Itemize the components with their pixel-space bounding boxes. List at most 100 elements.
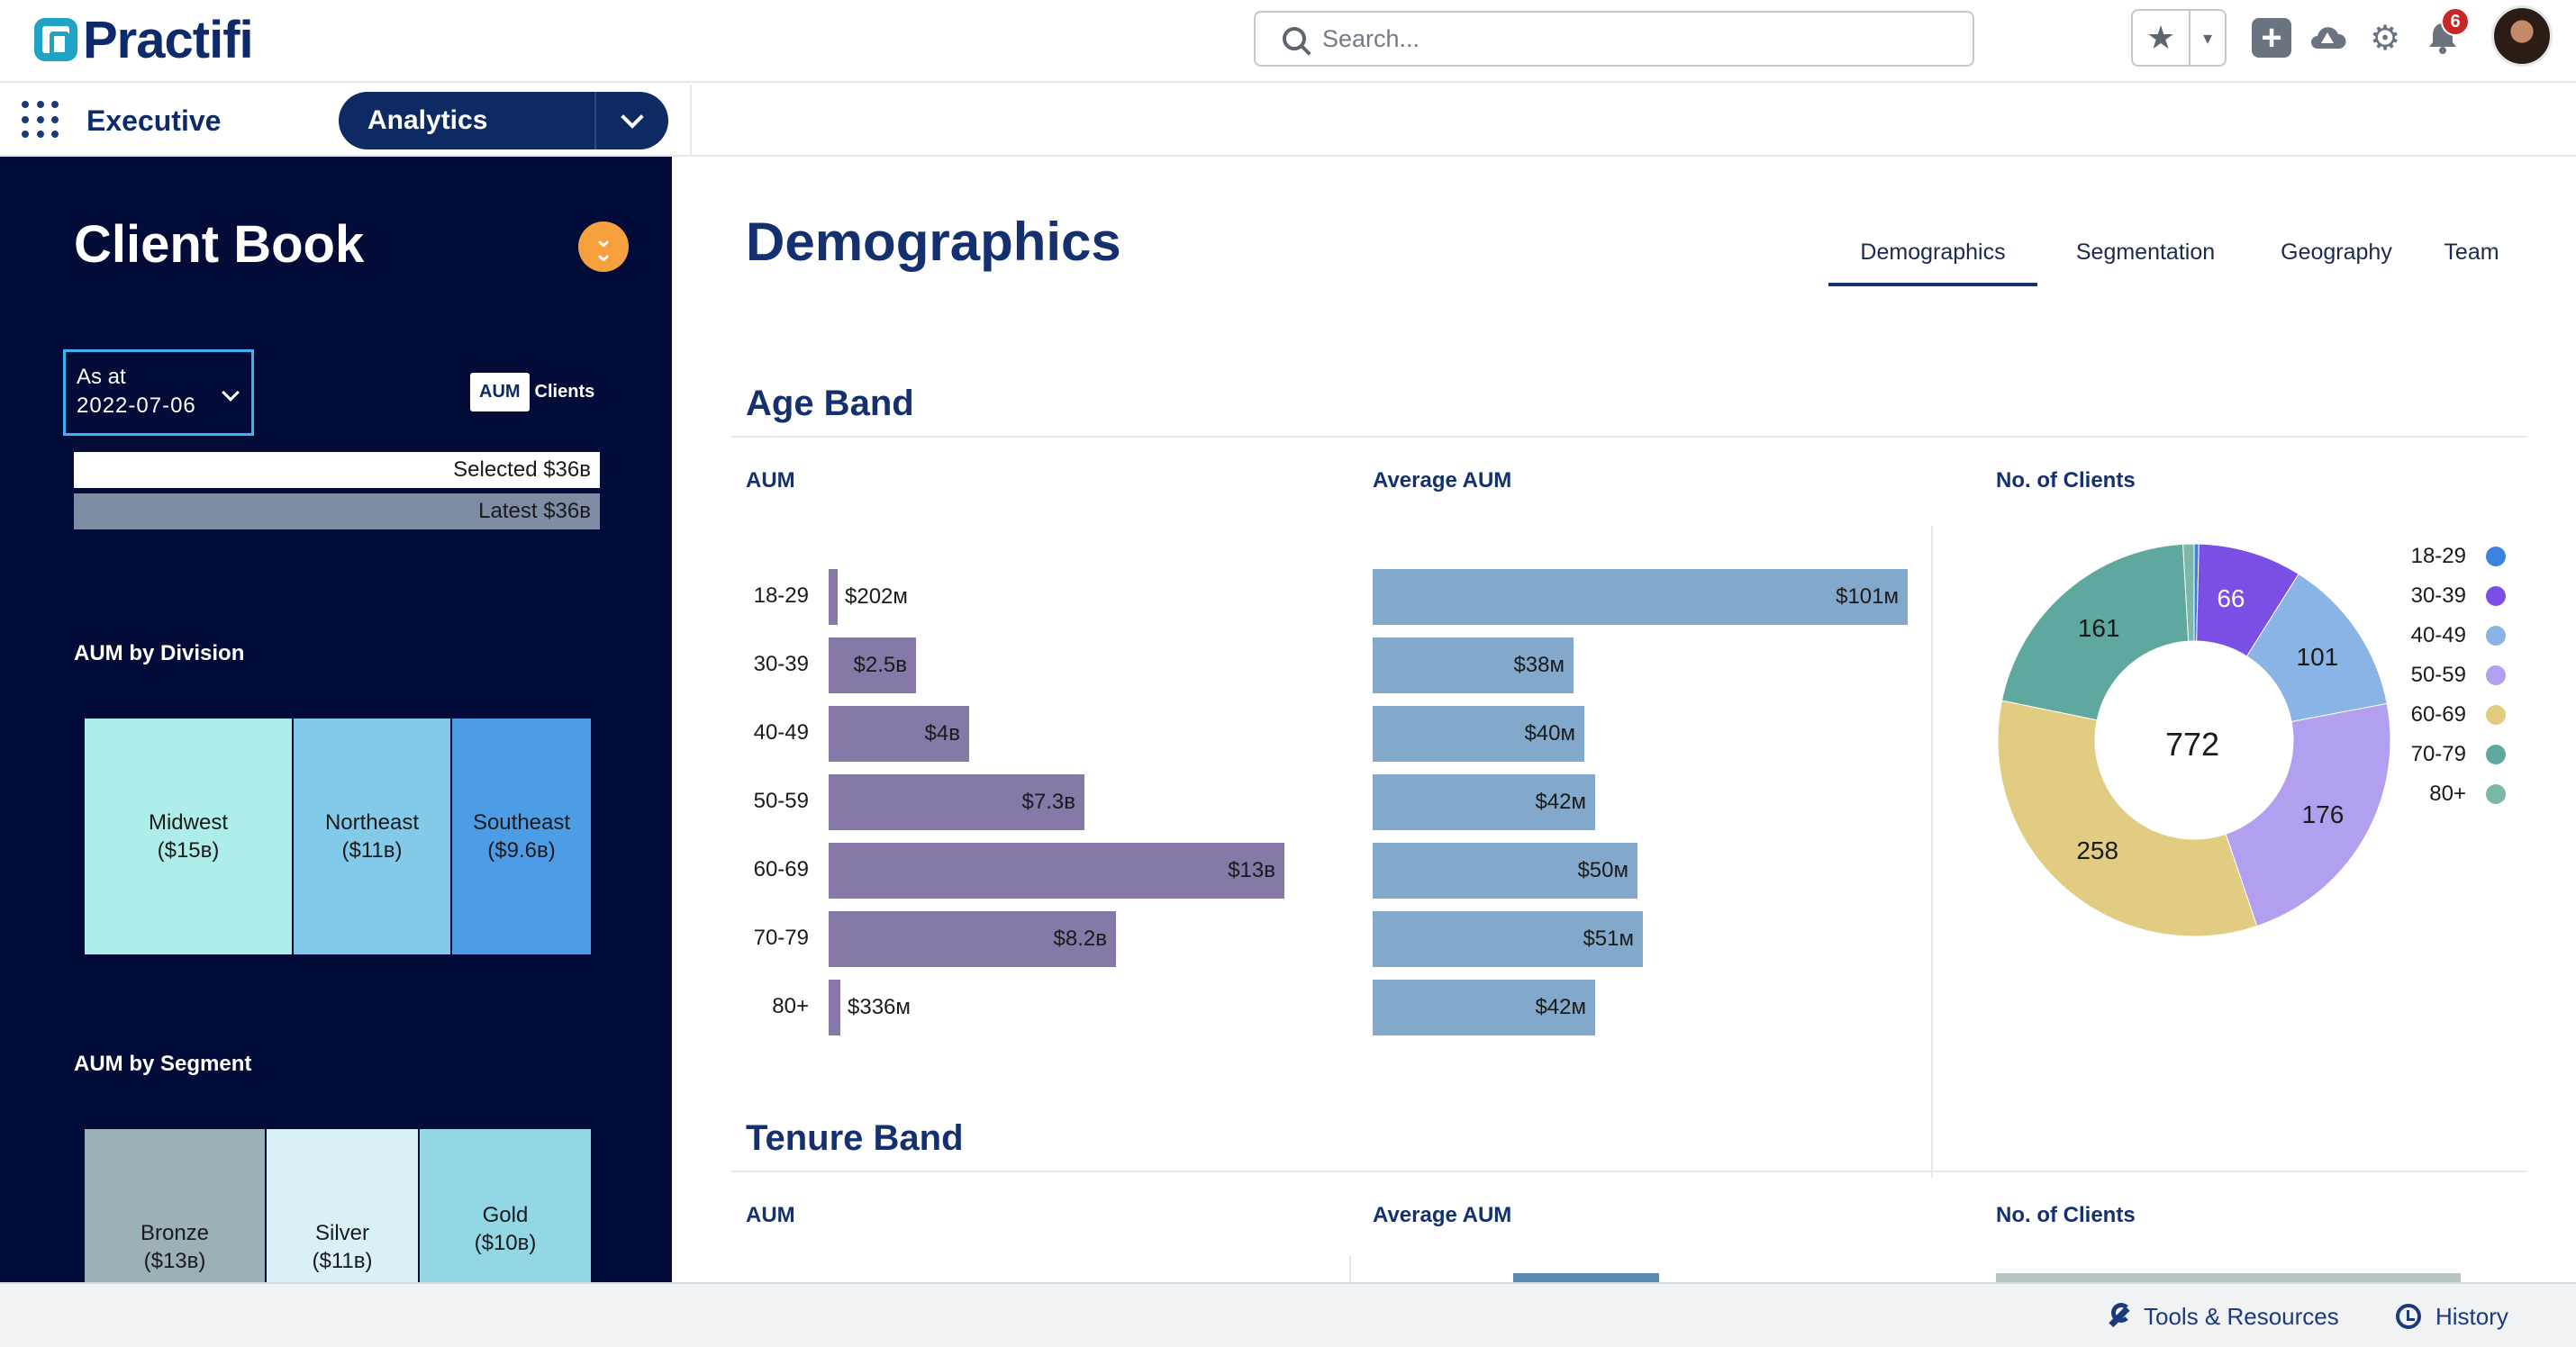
history-button[interactable]: History bbox=[2396, 1284, 2508, 1347]
legend-item[interactable]: 70-79 bbox=[2410, 742, 2506, 767]
cloud-icon[interactable] bbox=[2308, 18, 2347, 58]
user-avatar[interactable] bbox=[2491, 5, 2553, 67]
segment-tile-bronze[interactable]: Bronze ($13ʙ) bbox=[85, 1129, 267, 1282]
average-aum-bar[interactable] bbox=[1373, 774, 1595, 830]
tile-value: ($11ʙ) bbox=[312, 1248, 373, 1273]
age-band-label: 60-69 bbox=[753, 857, 809, 881]
tools-resources-button[interactable]: Tools & Resources bbox=[2104, 1284, 2339, 1347]
aum-column-label: AUM bbox=[746, 468, 795, 493]
nav-current-view[interactable]: Analytics bbox=[367, 105, 488, 135]
aum-bar[interactable] bbox=[829, 980, 840, 1035]
donut-slice-label: 176 bbox=[2301, 800, 2345, 828]
segment-tile-silver[interactable]: Silver ($11ʙ) bbox=[267, 1129, 420, 1282]
tile-label: Midwest bbox=[148, 809, 229, 835]
aum-bar[interactable] bbox=[829, 706, 969, 762]
average-aum-bar[interactable] bbox=[1373, 569, 1908, 625]
aum-bar[interactable] bbox=[829, 637, 916, 693]
logo-text: Practifi bbox=[83, 10, 254, 69]
aum-bar[interactable] bbox=[829, 843, 1284, 899]
app-launcher-icon[interactable] bbox=[22, 101, 59, 139]
legend-label: 30-39 bbox=[2410, 583, 2466, 608]
tenure-average-aum-column-label: Average AUM bbox=[1373, 1203, 1512, 1227]
section-divider bbox=[731, 1171, 2527, 1172]
chevron-down-icon[interactable] bbox=[596, 105, 668, 129]
sidebar-title: Client Book bbox=[74, 215, 365, 274]
legend-item[interactable]: 40-49 bbox=[2410, 623, 2506, 648]
tile-value: ($15ʙ) bbox=[157, 838, 220, 863]
legend-item[interactable]: 60-69 bbox=[2410, 702, 2506, 728]
donut-slice-label: 258 bbox=[2076, 836, 2119, 864]
collapse-icon[interactable]: ⌄ ⌄ bbox=[578, 221, 629, 272]
toggle-aum[interactable]: AUM bbox=[470, 373, 530, 411]
aum-bar[interactable] bbox=[829, 569, 838, 625]
division-tile-northeast[interactable]: Northeast ($11ʙ) bbox=[294, 719, 452, 954]
legend-label: 50-59 bbox=[2410, 663, 2466, 687]
donut-slice-50-59[interactable] bbox=[2225, 702, 2391, 927]
average-aum-bar-value: $42ᴍ bbox=[1535, 790, 1586, 814]
donut-slice-80+[interactable] bbox=[2182, 543, 2195, 642]
tile-label: Southeast bbox=[472, 809, 571, 835]
legend-swatch bbox=[2486, 665, 2506, 685]
section-divider bbox=[731, 436, 2527, 438]
tile-label: Silver bbox=[314, 1220, 369, 1245]
app-name: Executive bbox=[86, 104, 222, 137]
tab-geography[interactable]: Geography bbox=[2281, 240, 2392, 265]
tab-team[interactable]: Team bbox=[2444, 240, 2499, 265]
age-band-label: 40-49 bbox=[753, 720, 809, 745]
age-band-label: 18-29 bbox=[753, 583, 809, 608]
favorites-menu-button[interactable]: ▾ bbox=[2202, 28, 2213, 49]
legend-item[interactable]: 18-29 bbox=[2410, 544, 2506, 569]
average-aum-bar[interactable] bbox=[1373, 637, 1574, 693]
search-placeholder: Search... bbox=[1322, 24, 1420, 52]
tile-value: ($10ʙ) bbox=[474, 1230, 537, 1255]
cloud-glyph bbox=[2311, 27, 2346, 49]
average-aum-bar[interactable] bbox=[1373, 911, 1643, 967]
age-band-label: 50-59 bbox=[753, 789, 809, 813]
tile-label: Gold bbox=[482, 1202, 529, 1227]
legend-swatch bbox=[2486, 547, 2506, 566]
aum-by-division-title: AUM by Division bbox=[74, 641, 245, 665]
average-aum-bar[interactable] bbox=[1373, 706, 1584, 762]
tools-label: Tools & Resources bbox=[2144, 1302, 2339, 1330]
donut-slice-60-69[interactable] bbox=[1997, 700, 2258, 937]
aum-bar-value: $202ᴍ bbox=[845, 584, 908, 609]
practifi-logo[interactable]: Practifi bbox=[34, 10, 254, 69]
analytics-nav-menu[interactable]: Analytics bbox=[339, 92, 668, 149]
search-icon bbox=[1283, 27, 1306, 50]
segment-tile-gold[interactable]: Gold ($10ʙ) bbox=[420, 1129, 591, 1282]
legend-item[interactable]: 50-59 bbox=[2410, 663, 2506, 688]
age-band-title: Age Band bbox=[746, 384, 914, 423]
aum-bar[interactable] bbox=[829, 911, 1116, 967]
as-at-date: 2022-07-06 bbox=[77, 393, 196, 418]
latest-aum-bar: Latest $36ʙ bbox=[74, 493, 600, 529]
average-aum-bar-value: $38ᴍ bbox=[1513, 653, 1565, 677]
tile-value: ($13ʙ) bbox=[143, 1248, 206, 1273]
selected-aum-bar: Selected $36ʙ bbox=[74, 452, 600, 488]
average-aum-bar[interactable] bbox=[1373, 843, 1637, 899]
donut-slice-70-79[interactable] bbox=[2000, 543, 2190, 721]
toggle-clients[interactable]: Clients bbox=[534, 382, 595, 402]
legend-swatch bbox=[2486, 586, 2506, 606]
aum-by-segment-title: AUM by Segment bbox=[74, 1052, 252, 1076]
page-title: Demographics bbox=[746, 212, 1121, 272]
search-input[interactable]: Search... bbox=[1254, 11, 1974, 67]
legend-item[interactable]: 30-39 bbox=[2410, 583, 2506, 609]
client-book-sidebar: Client Book ⌄ ⌄ As at 2022-07-06 AUM Clie… bbox=[0, 157, 672, 1282]
aum-bar[interactable] bbox=[829, 774, 1084, 830]
donut-slice-label: 161 bbox=[2077, 613, 2120, 642]
division-tile-southeast[interactable]: Southeast ($9.6ʙ) bbox=[452, 719, 591, 954]
tab-segmentation[interactable]: Segmentation bbox=[2075, 240, 2216, 265]
tab-demographics[interactable]: Demographics bbox=[1828, 232, 2037, 286]
average-aum-bar[interactable] bbox=[1373, 980, 1595, 1035]
aum-bar-value: $2.5ʙ bbox=[853, 653, 907, 677]
star-icon[interactable]: ★ bbox=[2133, 11, 2191, 65]
as-at-date-picker[interactable]: As at 2022-07-06 bbox=[63, 349, 254, 436]
top-header: Practifi Search... ★ ▾ + ⚙ 6 bbox=[0, 0, 2576, 83]
tile-value: ($11ʙ) bbox=[341, 838, 403, 863]
history-label: History bbox=[2435, 1302, 2508, 1330]
division-tile-midwest[interactable]: Midwest ($15ʙ) bbox=[85, 719, 294, 954]
favorites-control: ★ ▾ bbox=[2131, 9, 2227, 67]
plus-icon[interactable]: + bbox=[2252, 18, 2291, 58]
legend-item[interactable]: 80+ bbox=[2410, 782, 2506, 807]
gear-icon[interactable]: ⚙ bbox=[2369, 19, 2401, 58]
